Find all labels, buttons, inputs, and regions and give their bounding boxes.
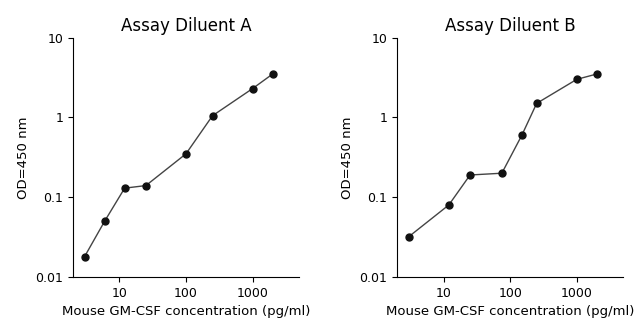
X-axis label: Mouse GM-CSF concentration (pg/ml): Mouse GM-CSF concentration (pg/ml) [386,305,634,318]
Title: Assay Diluent B: Assay Diluent B [445,17,575,35]
Y-axis label: OD=450 nm: OD=450 nm [17,116,29,199]
X-axis label: Mouse GM-CSF concentration (pg/ml): Mouse GM-CSF concentration (pg/ml) [62,305,310,318]
Y-axis label: OD=450 nm: OD=450 nm [341,116,354,199]
Title: Assay Diluent A: Assay Diluent A [121,17,252,35]
